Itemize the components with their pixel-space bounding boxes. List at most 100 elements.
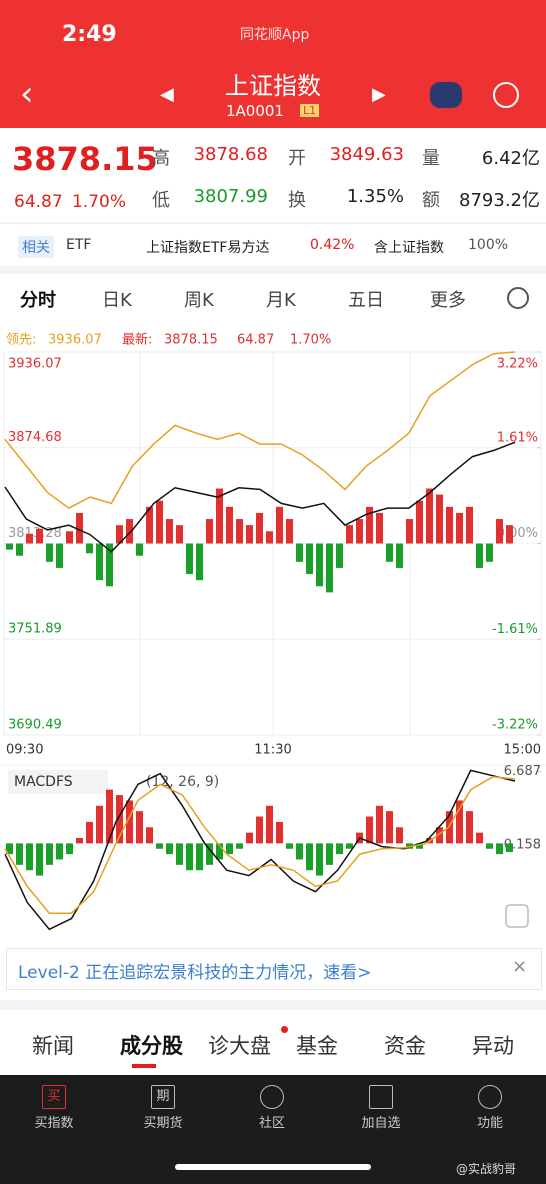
- change: 64.87: [14, 192, 63, 212]
- code: 1A0001: [226, 102, 284, 120]
- macd-bar: [236, 843, 243, 849]
- macd-bar: [96, 805, 103, 844]
- banner-text[interactable]: Level-2 正在追踪宏景科技的主力情况，速看>: [18, 963, 372, 983]
- bottom-tab[interactable]: 资金: [384, 1034, 426, 1058]
- tab[interactable]: 更多: [430, 290, 466, 311]
- bottom-tab[interactable]: 异动: [472, 1034, 514, 1058]
- close-banner[interactable]: ×: [512, 956, 528, 977]
- tab[interactable]: 分时: [20, 290, 56, 311]
- nav-icon[interactable]: 期: [151, 1085, 175, 1109]
- settings-icon[interactable]: [507, 287, 529, 309]
- diff-bar: [326, 543, 333, 593]
- y2-tick-label: 3.22%: [497, 357, 538, 372]
- diff-bar: [186, 543, 193, 575]
- nav-label[interactable]: 买指数: [34, 1116, 74, 1131]
- tab[interactable]: 月K: [266, 290, 296, 311]
- related-type: ETF: [66, 237, 92, 253]
- price: 3878.15: [12, 140, 158, 178]
- diff-bar: [446, 506, 453, 544]
- tab[interactable]: 周K: [184, 290, 214, 311]
- macd-bar: [136, 811, 143, 844]
- nav-icon[interactable]: [260, 1085, 284, 1109]
- stat-label: 开: [288, 148, 306, 169]
- macd-bar: [466, 811, 473, 844]
- diff-bar: [36, 528, 43, 544]
- stat-value: 1.35%: [346, 186, 404, 207]
- diff-bar: [416, 500, 423, 544]
- nav-label[interactable]: 功能: [476, 1116, 503, 1131]
- macd-bar: [6, 843, 13, 855]
- nav-label[interactable]: 社区: [258, 1116, 285, 1131]
- tab-underline: [132, 1064, 156, 1068]
- macd-bar: [496, 843, 503, 855]
- macd-bar: [396, 827, 403, 844]
- stat-label: 高: [152, 148, 170, 169]
- search-icon[interactable]: [493, 82, 519, 108]
- diff-bar: [296, 543, 303, 562]
- level-badge: L1: [300, 104, 320, 117]
- related-pct: 0.42%: [310, 237, 355, 253]
- macd-bar: [276, 821, 283, 844]
- back-button[interactable]: ‹: [20, 74, 34, 114]
- related-name[interactable]: 上证指数ETF易方达: [146, 240, 270, 256]
- macd-bar: [116, 795, 123, 844]
- clock: 2:49: [62, 22, 117, 47]
- nav-icon[interactable]: [478, 1085, 502, 1109]
- stat-label: 额: [422, 190, 440, 211]
- diff-bar: [146, 506, 153, 544]
- macd-bar: [86, 821, 93, 844]
- diff-bar: [346, 525, 353, 544]
- diff-bar: [206, 519, 213, 544]
- macd-bar: [386, 811, 393, 844]
- stat-label: 低: [152, 190, 170, 211]
- macd-bar: [166, 843, 173, 855]
- diff-bar: [496, 519, 503, 544]
- diff-bar: [356, 519, 363, 544]
- macd-bar: [76, 838, 83, 844]
- diff-bar: [116, 525, 123, 544]
- stat-value: 3849.63: [329, 144, 404, 165]
- stat-value: 8793.2亿: [459, 190, 540, 211]
- macd-bar: [66, 843, 73, 855]
- expand-icon[interactable]: [505, 904, 529, 928]
- nav-label[interactable]: 加自选: [361, 1116, 401, 1131]
- red-dot: [281, 1026, 288, 1033]
- diff-bar: [436, 494, 443, 544]
- y2-tick-label: 1.61%: [497, 430, 538, 445]
- nav-label[interactable]: 买期货: [143, 1116, 183, 1131]
- price-line: [4, 351, 516, 509]
- nav-icon[interactable]: 买: [42, 1085, 66, 1109]
- y-tick-label: 6.687: [504, 764, 541, 779]
- tab[interactable]: 日K: [102, 290, 132, 311]
- macd-bar: [506, 843, 513, 852]
- bottom-tab[interactable]: 诊大盘: [208, 1034, 271, 1058]
- macd-bar: [486, 843, 493, 849]
- bottom-tab[interactable]: 新闻: [32, 1034, 74, 1058]
- bottom-tab[interactable]: 基金: [296, 1034, 338, 1058]
- macd-bar: [26, 843, 33, 871]
- prev-button[interactable]: ◀: [160, 84, 174, 105]
- diff-bar: [196, 543, 203, 581]
- macd-bar: [126, 800, 133, 844]
- divider: [0, 266, 546, 274]
- stat-value: 3878.68: [193, 144, 268, 165]
- next-button[interactable]: ▶: [372, 84, 386, 105]
- macd-bar: [476, 832, 483, 844]
- tab[interactable]: 五日: [348, 290, 384, 311]
- legend-text: 最新:: [122, 332, 152, 348]
- bottom-tab[interactable]: 成分股: [120, 1034, 183, 1058]
- x-label: 09:30: [6, 743, 43, 758]
- banner[interactable]: [6, 948, 542, 990]
- nav-icon[interactable]: [369, 1085, 393, 1109]
- macd-bar: [336, 843, 343, 855]
- app-name: 同花顺App: [240, 27, 310, 43]
- indicator-params: (12, 26, 9): [146, 774, 219, 790]
- macd-bar: [296, 843, 303, 860]
- header-bar: 2:49 同花顺App ‹ ◀ ▶ 上证指数 1A0001 L1: [0, 0, 546, 128]
- macd-bar: [456, 800, 463, 844]
- diff-bar: [126, 519, 133, 544]
- robot-icon[interactable]: [430, 82, 462, 108]
- diff-bar: [26, 533, 33, 544]
- diff-bar: [276, 506, 283, 544]
